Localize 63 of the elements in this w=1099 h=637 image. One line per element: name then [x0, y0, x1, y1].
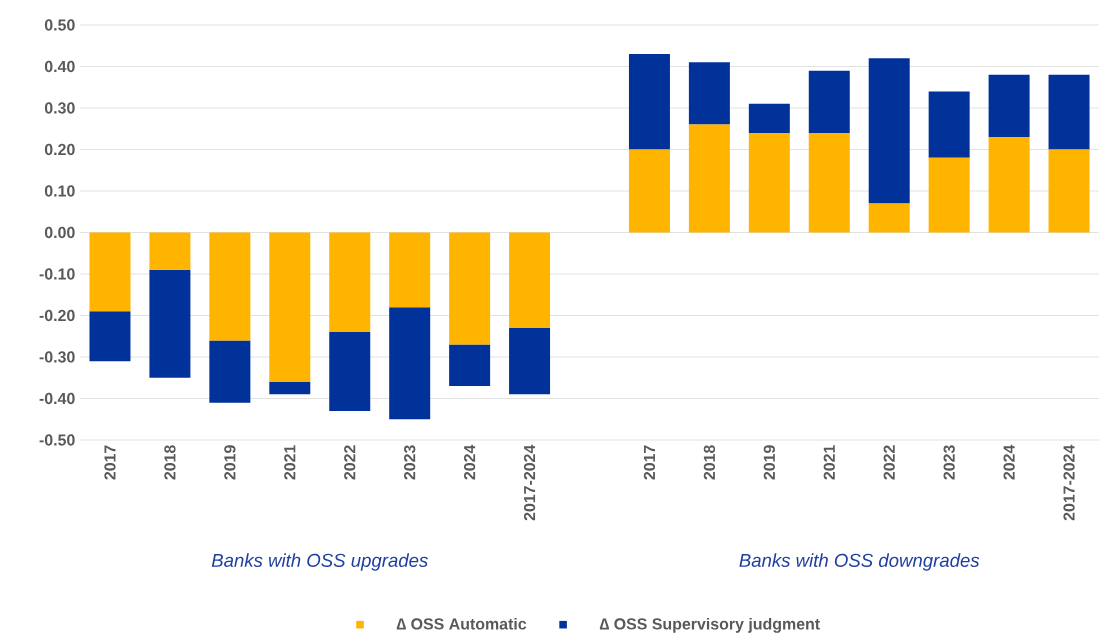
x-tick-label: 2023: [943, 445, 955, 480]
bar: [449, 344, 491, 387]
y-tick-label: -0.50: [39, 434, 75, 446]
x-tick-label: 2021: [823, 445, 835, 480]
y-tick-label: 0.10: [44, 185, 75, 197]
bar: [509, 327, 551, 395]
x-tick-label: 2017: [104, 445, 116, 480]
bar: [89, 232, 131, 312]
y-tick-label: 0.20: [44, 143, 75, 156]
bar: [1048, 74, 1090, 150]
x-tick-label: 2019: [763, 445, 775, 480]
bar: [269, 381, 311, 395]
x-tick-label: 2024: [463, 444, 476, 480]
bar: [149, 232, 191, 270]
bar: [389, 232, 431, 308]
bar: [808, 70, 850, 133]
bar: [209, 232, 251, 341]
bar: [269, 232, 311, 382]
x-tick-label: 2017-2024: [1063, 444, 1075, 521]
x-tick-label: 2021: [284, 445, 296, 480]
bar: [1048, 149, 1090, 233]
bar: [209, 340, 251, 403]
y-tick-label: 0.00: [44, 226, 75, 239]
bar: [928, 91, 970, 158]
x-tick-label: 2019: [224, 445, 236, 480]
x-tick-label: 2017-2024: [523, 444, 536, 521]
legend-label: ∆ OSS Automatic: [396, 617, 527, 630]
bar: [628, 54, 670, 150]
bar: [868, 203, 910, 233]
y-tick-label: -0.30: [39, 351, 75, 363]
bar: [628, 149, 670, 233]
y-tick-label: 0.50: [44, 19, 75, 31]
bar: [928, 157, 970, 233]
bar: [389, 307, 431, 420]
x-tick-label: 2017: [643, 445, 656, 480]
legend-label: ∆ OSS Supervisory judgment: [599, 617, 820, 633]
x-tick-label: 2018: [164, 445, 176, 480]
bar: [329, 232, 371, 333]
bar: [688, 124, 730, 233]
text: Banks with OSS upgrades: [211, 553, 428, 571]
x-tick-label: 2024: [1003, 444, 1015, 480]
bar: [868, 58, 910, 204]
y-tick-label: 0.30: [44, 102, 75, 114]
bar: [329, 332, 371, 411]
y-tick-label: 0.40: [44, 60, 75, 73]
bar: [988, 74, 1030, 138]
bar: [449, 232, 491, 345]
bar: [688, 62, 730, 125]
bar: [748, 132, 790, 233]
bar: [89, 311, 131, 362]
bar: [808, 132, 850, 233]
bar: [509, 232, 551, 328]
x-tick-label: 2022: [344, 445, 356, 480]
bar: [988, 137, 1030, 233]
text: Banks with OSS downgrades: [739, 553, 980, 571]
y-tick-label: -0.40: [39, 392, 75, 405]
bar: [149, 269, 191, 378]
x-tick-label: 2022: [883, 445, 895, 480]
y-tick-label: -0.20: [39, 309, 75, 322]
x-tick-label: 2018: [703, 445, 716, 480]
y-tick-label: -0.10: [39, 268, 75, 280]
x-tick-label: 2023: [404, 445, 416, 480]
bar: [748, 103, 790, 133]
